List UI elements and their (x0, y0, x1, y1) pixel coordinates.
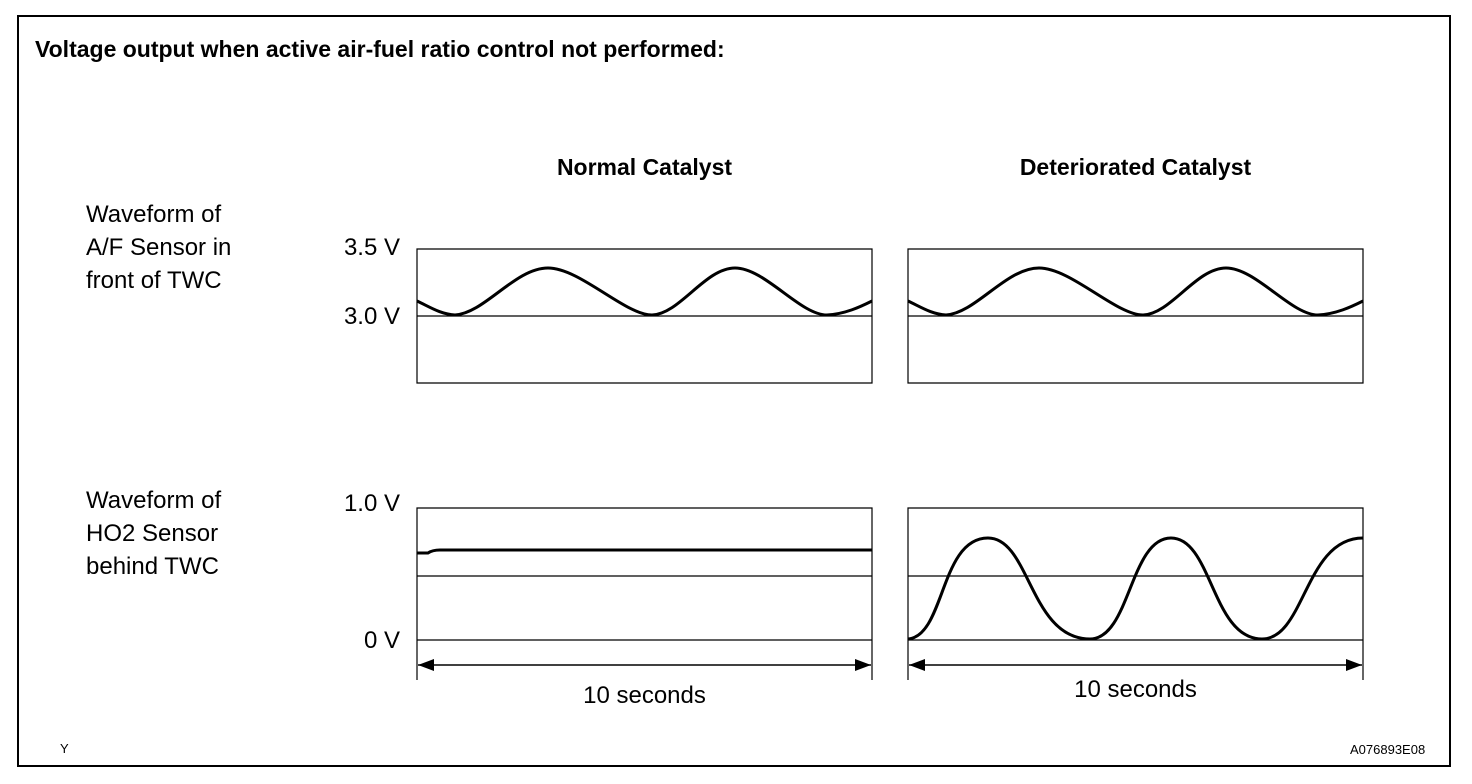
axis-label-1-0v: 1.0 V (343, 490, 400, 517)
row-label-af-line-2: A/F Sensor in (86, 234, 232, 261)
figure-title: Voltage output when active air-fuel rati… (35, 36, 725, 62)
af-normal-panel (416, 248, 873, 384)
row-label-ho2-line-2: HO2 Sensor (86, 520, 219, 547)
figure-id: A076893E08 (1350, 742, 1426, 757)
time-span-label-deteriorated: 10 seconds (1074, 676, 1197, 703)
time-span-label-normal: 10 seconds (583, 682, 706, 709)
ho2-normal-panel (416, 507, 873, 680)
ho2-deteriorated-panel (907, 507, 1364, 680)
row-label-ho2-line-1: Waveform of (86, 487, 222, 514)
row-label-ho2-line-3: behind TWC (86, 553, 219, 580)
row-label-af-line-3: front of TWC (86, 267, 222, 294)
ho2-deteriorated-waveform (907, 536, 1364, 641)
axis-label-3-5v: 3.5 V (343, 234, 400, 261)
footer-left-code: Y (60, 741, 69, 756)
af-deteriorated-panel (907, 248, 1364, 384)
row-label-af-line-1: Waveform of (86, 201, 222, 228)
column-header-normal-catalyst: Normal Catalyst (556, 154, 733, 180)
row-label-ho2-sensor: Waveform of HO2 Sensor behind TWC (86, 484, 221, 583)
af-deteriorated-waveform (907, 266, 1364, 317)
row-label-af-sensor: Waveform of A/F Sensor in front of TWC (86, 198, 231, 297)
axis-label-0v: 0 V (363, 627, 400, 654)
ho2-normal-waveform (417, 548, 872, 555)
column-header-deteriorated-catalyst: Deteriorated Catalyst (1019, 154, 1252, 180)
af-normal-waveform (416, 266, 873, 317)
figure-frame (17, 15, 1451, 767)
axis-label-3-0v: 3.0 V (343, 303, 400, 330)
